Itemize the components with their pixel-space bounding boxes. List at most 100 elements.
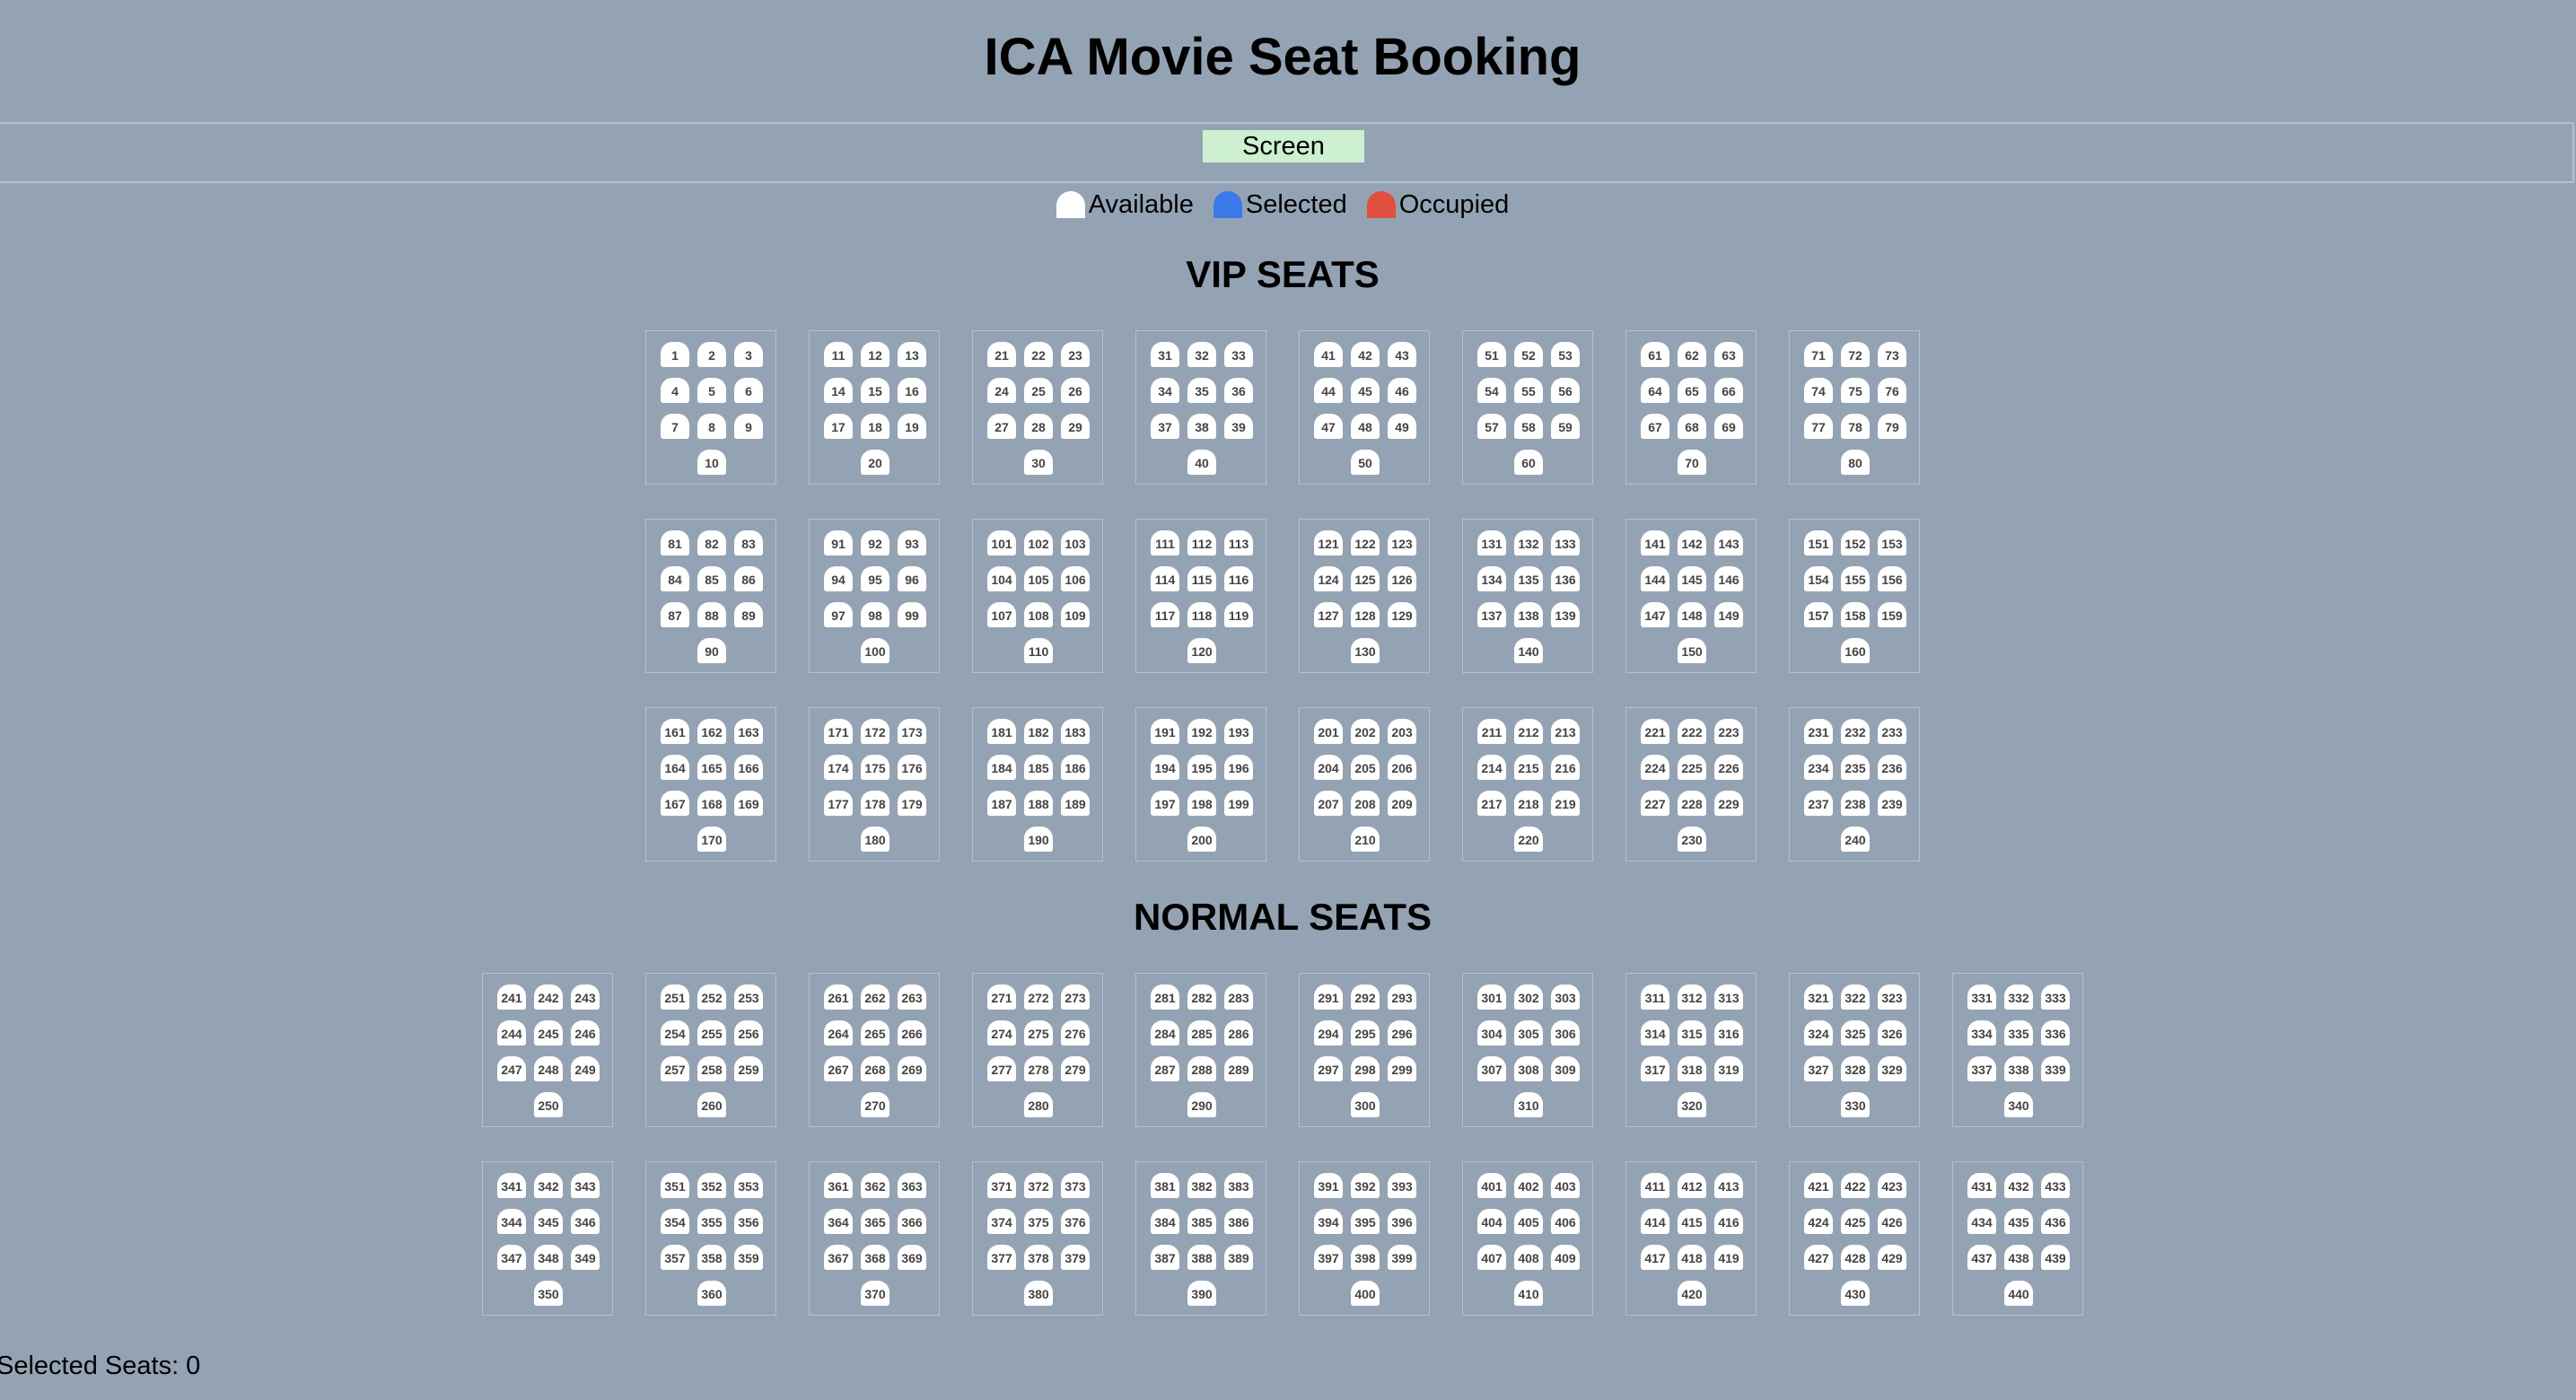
seat-83[interactable]: 83 bbox=[734, 530, 763, 556]
seat-170[interactable]: 170 bbox=[697, 827, 726, 852]
seat-286[interactable]: 286 bbox=[1224, 1020, 1253, 1046]
seat-101[interactable]: 101 bbox=[987, 530, 1016, 556]
seat-321[interactable]: 321 bbox=[1804, 984, 1833, 1010]
seat-296[interactable]: 296 bbox=[1388, 1020, 1416, 1046]
seat-305[interactable]: 305 bbox=[1514, 1020, 1543, 1046]
seat-278[interactable]: 278 bbox=[1024, 1056, 1053, 1081]
seat-309[interactable]: 309 bbox=[1551, 1056, 1580, 1081]
seat-367[interactable]: 367 bbox=[824, 1245, 853, 1270]
seat-312[interactable]: 312 bbox=[1678, 984, 1706, 1010]
seat-135[interactable]: 135 bbox=[1514, 566, 1543, 591]
seat-337[interactable]: 337 bbox=[1967, 1056, 1996, 1081]
seat-362[interactable]: 362 bbox=[861, 1173, 889, 1198]
seat-297[interactable]: 297 bbox=[1314, 1056, 1343, 1081]
seat-141[interactable]: 141 bbox=[1641, 530, 1669, 556]
seat-184[interactable]: 184 bbox=[987, 755, 1016, 780]
seat-38[interactable]: 38 bbox=[1187, 414, 1216, 439]
seat-440[interactable]: 440 bbox=[2004, 1281, 2033, 1306]
seat-393[interactable]: 393 bbox=[1388, 1173, 1416, 1198]
seat-338[interactable]: 338 bbox=[2004, 1056, 2033, 1081]
seat-243[interactable]: 243 bbox=[571, 984, 600, 1010]
seat-369[interactable]: 369 bbox=[898, 1245, 926, 1270]
seat-118[interactable]: 118 bbox=[1187, 602, 1216, 627]
seat-72[interactable]: 72 bbox=[1841, 342, 1870, 367]
seat-179[interactable]: 179 bbox=[898, 791, 926, 816]
seat-288[interactable]: 288 bbox=[1187, 1056, 1216, 1081]
seat-385[interactable]: 385 bbox=[1187, 1209, 1216, 1234]
seat-223[interactable]: 223 bbox=[1714, 719, 1743, 744]
seat-196[interactable]: 196 bbox=[1224, 755, 1253, 780]
seat-219[interactable]: 219 bbox=[1551, 791, 1580, 816]
seat-47[interactable]: 47 bbox=[1314, 414, 1343, 439]
seat-13[interactable]: 13 bbox=[898, 342, 926, 367]
seat-427[interactable]: 427 bbox=[1804, 1245, 1833, 1270]
seat-162[interactable]: 162 bbox=[697, 719, 726, 744]
seat-380[interactable]: 380 bbox=[1024, 1281, 1053, 1306]
seat-33[interactable]: 33 bbox=[1224, 342, 1253, 367]
seat-284[interactable]: 284 bbox=[1151, 1020, 1179, 1046]
seat-261[interactable]: 261 bbox=[824, 984, 853, 1010]
seat-152[interactable]: 152 bbox=[1841, 530, 1870, 556]
seat-375[interactable]: 375 bbox=[1024, 1209, 1053, 1234]
seat-294[interactable]: 294 bbox=[1314, 1020, 1343, 1046]
seat-327[interactable]: 327 bbox=[1804, 1056, 1833, 1081]
seat-194[interactable]: 194 bbox=[1151, 755, 1179, 780]
seat-65[interactable]: 65 bbox=[1678, 378, 1706, 403]
seat-43[interactable]: 43 bbox=[1388, 342, 1416, 367]
seat-409[interactable]: 409 bbox=[1551, 1245, 1580, 1270]
seat-406[interactable]: 406 bbox=[1551, 1209, 1580, 1234]
seat-176[interactable]: 176 bbox=[898, 755, 926, 780]
seat-117[interactable]: 117 bbox=[1151, 602, 1179, 627]
seat-285[interactable]: 285 bbox=[1187, 1020, 1216, 1046]
seat-103[interactable]: 103 bbox=[1061, 530, 1090, 556]
seat-436[interactable]: 436 bbox=[2041, 1209, 2070, 1234]
seat-303[interactable]: 303 bbox=[1551, 984, 1580, 1010]
seat-428[interactable]: 428 bbox=[1841, 1245, 1870, 1270]
seat-424[interactable]: 424 bbox=[1804, 1209, 1833, 1234]
seat-404[interactable]: 404 bbox=[1477, 1209, 1506, 1234]
seat-188[interactable]: 188 bbox=[1024, 791, 1053, 816]
seat-295[interactable]: 295 bbox=[1351, 1020, 1380, 1046]
seat-282[interactable]: 282 bbox=[1187, 984, 1216, 1010]
seat-216[interactable]: 216 bbox=[1551, 755, 1580, 780]
seat-319[interactable]: 319 bbox=[1714, 1056, 1743, 1081]
seat-24[interactable]: 24 bbox=[987, 378, 1016, 403]
seat-57[interactable]: 57 bbox=[1477, 414, 1506, 439]
seat-208[interactable]: 208 bbox=[1351, 791, 1380, 816]
seat-381[interactable]: 381 bbox=[1151, 1173, 1179, 1198]
seat-127[interactable]: 127 bbox=[1314, 602, 1343, 627]
seat-301[interactable]: 301 bbox=[1477, 984, 1506, 1010]
seat-248[interactable]: 248 bbox=[534, 1056, 563, 1081]
seat-323[interactable]: 323 bbox=[1878, 984, 1906, 1010]
seat-220[interactable]: 220 bbox=[1514, 827, 1543, 852]
seat-175[interactable]: 175 bbox=[861, 755, 889, 780]
seat-123[interactable]: 123 bbox=[1388, 530, 1416, 556]
seat-205[interactable]: 205 bbox=[1351, 755, 1380, 780]
seat-187[interactable]: 187 bbox=[987, 791, 1016, 816]
seat-190[interactable]: 190 bbox=[1024, 827, 1053, 852]
seat-174[interactable]: 174 bbox=[824, 755, 853, 780]
seat-29[interactable]: 29 bbox=[1061, 414, 1090, 439]
seat-210[interactable]: 210 bbox=[1351, 827, 1380, 852]
seat-186[interactable]: 186 bbox=[1061, 755, 1090, 780]
seat-93[interactable]: 93 bbox=[898, 530, 926, 556]
seat-70[interactable]: 70 bbox=[1678, 450, 1706, 475]
seat-256[interactable]: 256 bbox=[734, 1020, 763, 1046]
seat-98[interactable]: 98 bbox=[861, 602, 889, 627]
seat-12[interactable]: 12 bbox=[861, 342, 889, 367]
seat-253[interactable]: 253 bbox=[734, 984, 763, 1010]
seat-1[interactable]: 1 bbox=[661, 342, 689, 367]
seat-59[interactable]: 59 bbox=[1551, 414, 1580, 439]
seat-198[interactable]: 198 bbox=[1187, 791, 1216, 816]
seat-163[interactable]: 163 bbox=[734, 719, 763, 744]
seat-421[interactable]: 421 bbox=[1804, 1173, 1833, 1198]
seat-130[interactable]: 130 bbox=[1351, 638, 1380, 663]
seat-329[interactable]: 329 bbox=[1878, 1056, 1906, 1081]
seat-325[interactable]: 325 bbox=[1841, 1020, 1870, 1046]
seat-76[interactable]: 76 bbox=[1878, 378, 1906, 403]
seat-142[interactable]: 142 bbox=[1678, 530, 1706, 556]
seat-304[interactable]: 304 bbox=[1477, 1020, 1506, 1046]
seat-237[interactable]: 237 bbox=[1804, 791, 1833, 816]
seat-241[interactable]: 241 bbox=[497, 984, 526, 1010]
seat-402[interactable]: 402 bbox=[1514, 1173, 1543, 1198]
